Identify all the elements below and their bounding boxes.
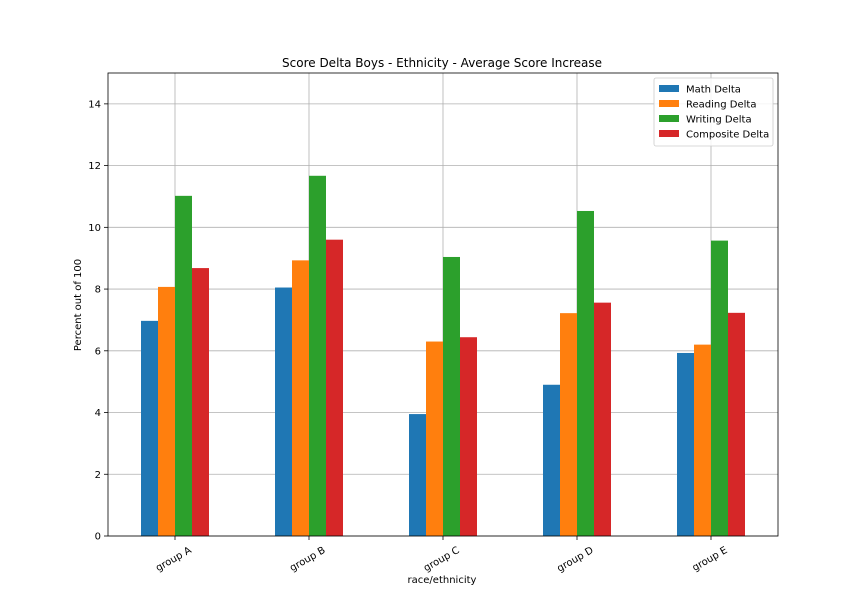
bar <box>711 240 728 536</box>
legend: Math Delta Reading Delta Writing Delta Comp… <box>653 77 774 147</box>
bar <box>460 337 477 536</box>
y-tick-label: 4 <box>95 408 101 419</box>
y-tick-label: 8 <box>95 285 101 296</box>
bar <box>728 312 745 536</box>
y-tick-label: 2 <box>95 470 101 481</box>
bar <box>543 384 560 536</box>
x-tick-label: group D <box>555 545 595 575</box>
bar <box>175 195 192 536</box>
bar <box>275 287 292 536</box>
y-axis-label: Percent out of 100 <box>73 259 84 351</box>
legend-label: Math Delta <box>686 85 741 96</box>
legend-box <box>653 77 774 147</box>
y-tick-label: 10 <box>88 223 101 234</box>
bar <box>426 341 443 536</box>
bar <box>192 268 209 536</box>
x-tick-label: group B <box>288 545 327 574</box>
plot-frame <box>107 72 779 537</box>
legend-swatch <box>659 85 679 92</box>
bar <box>694 344 711 536</box>
x-tick-label: group E <box>691 545 730 574</box>
x-tick-label: group A <box>154 545 193 574</box>
bars <box>141 175 745 536</box>
legend-swatch <box>659 100 679 107</box>
bar <box>158 286 175 536</box>
chart-title: Score Delta Boys - Ethnicity - Average S… <box>282 56 602 70</box>
bar <box>409 414 426 536</box>
bar <box>292 260 309 536</box>
y-tick-label: 6 <box>95 346 101 357</box>
x-axis-label: race/ethnicity <box>408 575 477 586</box>
bar <box>443 256 460 536</box>
legend-swatch <box>659 115 679 122</box>
legend-label: Writing Delta <box>686 115 752 126</box>
y-tick-label: 14 <box>88 99 101 110</box>
bar <box>594 302 611 536</box>
bar <box>677 352 694 536</box>
bar <box>577 210 594 536</box>
y-tick-label: 0 <box>95 532 101 543</box>
bar <box>560 313 577 536</box>
legend-swatch <box>659 130 679 137</box>
legend-label: Composite Delta <box>686 130 769 141</box>
x-tick-label: group C <box>422 545 461 574</box>
legend-label: Reading Delta <box>686 100 756 111</box>
y-tick-label: 12 <box>88 161 101 172</box>
bar <box>309 175 326 536</box>
bar <box>141 320 158 536</box>
bar <box>326 239 343 536</box>
